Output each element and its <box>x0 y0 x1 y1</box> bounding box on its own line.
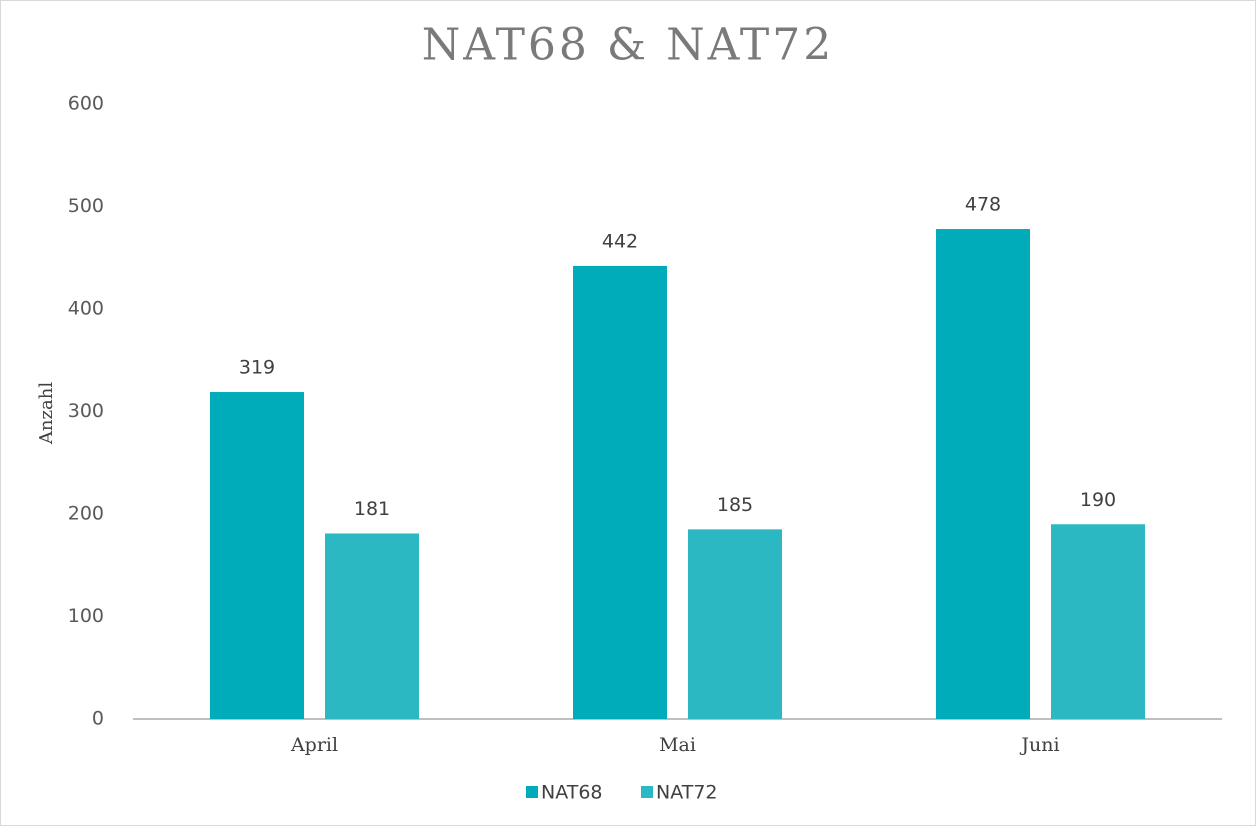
value-label: 190 <box>1080 489 1116 511</box>
x-tick-label: Mai <box>659 734 696 756</box>
y-tick-label: 100 <box>68 605 104 627</box>
value-label: 185 <box>717 494 753 516</box>
legend-label: NAT72 <box>656 782 718 804</box>
x-tick-label: April <box>290 734 338 756</box>
y-tick-label: 600 <box>68 93 104 115</box>
bar <box>210 392 304 719</box>
y-axis-title: Anzahl <box>36 382 57 445</box>
value-label: 478 <box>965 194 1001 216</box>
y-tick-label: 500 <box>68 195 104 217</box>
legend-swatch <box>526 786 538 798</box>
x-tick-label: Juni <box>1019 734 1059 756</box>
bar <box>573 265 667 719</box>
bar <box>325 533 419 719</box>
bar <box>688 529 782 719</box>
chart-title: NAT68 & NAT72 <box>422 20 835 71</box>
y-tick-label: 200 <box>68 503 104 525</box>
bar <box>936 229 1030 720</box>
legend-swatch <box>641 786 653 798</box>
legend-label: NAT68 <box>541 782 603 804</box>
y-tick-label: 400 <box>68 298 104 320</box>
value-label: 319 <box>239 357 275 379</box>
value-label: 181 <box>354 498 390 520</box>
y-tick-label: 300 <box>68 400 104 422</box>
value-label: 442 <box>602 230 638 252</box>
y-tick-label: 0 <box>92 708 104 730</box>
bar <box>1051 524 1145 719</box>
